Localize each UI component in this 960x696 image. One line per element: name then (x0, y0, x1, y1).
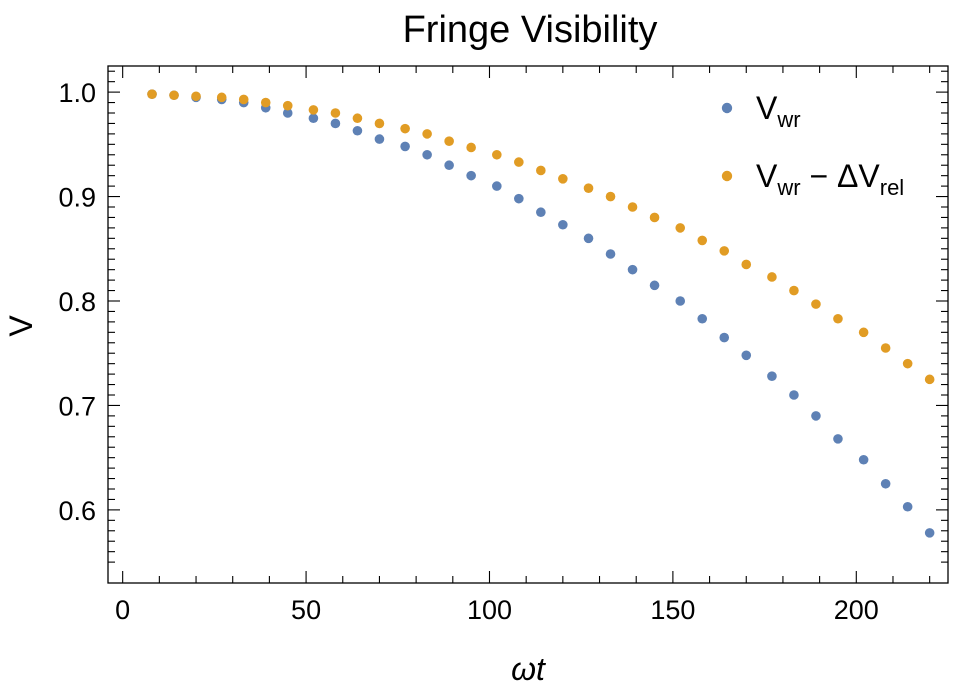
data-point (147, 89, 157, 99)
x-axis-label: ωt (511, 651, 546, 687)
data-point (697, 235, 708, 246)
data-point (811, 411, 821, 421)
data-point (238, 94, 249, 105)
data-point (444, 136, 454, 146)
data-point (767, 272, 777, 282)
data-point (536, 207, 546, 218)
data-point (492, 181, 502, 191)
plot-frame (107, 65, 949, 584)
data-point (605, 191, 616, 202)
data-point (466, 170, 476, 181)
data-point (627, 202, 638, 212)
data-point (583, 233, 594, 244)
data-point (282, 108, 293, 118)
data-point (741, 350, 752, 361)
data-point (858, 454, 869, 465)
data-point (583, 183, 594, 193)
data-point (216, 92, 227, 103)
data-point (649, 212, 660, 223)
data-point (374, 134, 385, 144)
data-point (767, 371, 777, 382)
data-point (605, 249, 616, 259)
data-point (833, 313, 843, 324)
data-point (789, 390, 799, 400)
data-point (924, 374, 935, 385)
data-point (741, 259, 752, 270)
y-axis-label: V (3, 315, 39, 337)
data-point (308, 105, 319, 115)
data-point (880, 343, 891, 353)
x-tick-label: 150 (650, 595, 695, 625)
data-point (422, 129, 432, 139)
data-point (697, 313, 708, 324)
legend-label-tail-subscript: rel (880, 175, 904, 200)
series-v-wr-minus-delta-v-rel (147, 89, 935, 385)
data-point (514, 193, 524, 204)
data-point (719, 332, 730, 343)
y-tick-label: 0.7 (58, 391, 96, 421)
data-point (558, 219, 568, 230)
data-point (400, 123, 410, 134)
ticks-layer: 0 50 100 150 200 0.6 0.7 0.8 0.9 1.0 (58, 66, 948, 625)
data-point (492, 149, 502, 160)
data-point (169, 90, 179, 101)
y-tick-label: 0.8 (58, 287, 96, 317)
data-point (649, 280, 660, 291)
data-point (902, 501, 913, 512)
data-point (330, 118, 341, 129)
data-point (330, 108, 341, 118)
data-point (260, 97, 271, 108)
data-point (400, 141, 410, 152)
data-point (466, 142, 476, 153)
points-layer (147, 89, 935, 538)
y-tick-label: 1.0 (58, 78, 96, 108)
legend-marker (721, 102, 733, 114)
data-point (444, 160, 454, 171)
y-tick-label: 0.9 (58, 183, 96, 213)
series-v-wr (147, 89, 935, 538)
data-point (924, 528, 935, 538)
data-point (811, 299, 821, 309)
data-point (374, 118, 385, 129)
data-point (536, 165, 546, 176)
data-point (308, 113, 319, 124)
legend-label-subscript: wr (776, 175, 800, 200)
data-point (902, 358, 913, 369)
data-point (191, 91, 201, 102)
data-point (627, 264, 638, 275)
legend-marker (721, 170, 733, 182)
legend-item: Vwr − ΔVrel (721, 158, 904, 200)
legend-label-tail: − ΔV (801, 158, 881, 194)
data-point (352, 125, 363, 136)
data-point (833, 434, 843, 444)
data-point (789, 285, 799, 296)
data-point (880, 478, 891, 489)
legend-label-main: V (756, 158, 778, 194)
data-point (422, 149, 432, 160)
x-tick-label: 100 (467, 595, 512, 625)
data-point (558, 174, 568, 184)
legend-item: Vwr (721, 90, 801, 132)
data-point (675, 223, 686, 233)
x-tick-label: 200 (834, 595, 879, 625)
data-point (352, 113, 363, 124)
y-tick-label: 0.6 (58, 496, 96, 526)
data-point (675, 296, 686, 306)
legend-label: Vwr (756, 90, 801, 132)
data-point (282, 100, 293, 111)
x-tick-label: 50 (291, 595, 321, 625)
data-point (858, 327, 869, 338)
chart-title: Fringe Visibility (403, 9, 658, 51)
legend-label: Vwr − ΔVrel (756, 158, 904, 200)
x-tick-label: 0 (115, 595, 130, 625)
data-point (719, 246, 730, 256)
legend-label-subscript: wr (776, 107, 800, 132)
legend-label-main: V (756, 90, 778, 126)
data-point (514, 157, 524, 167)
